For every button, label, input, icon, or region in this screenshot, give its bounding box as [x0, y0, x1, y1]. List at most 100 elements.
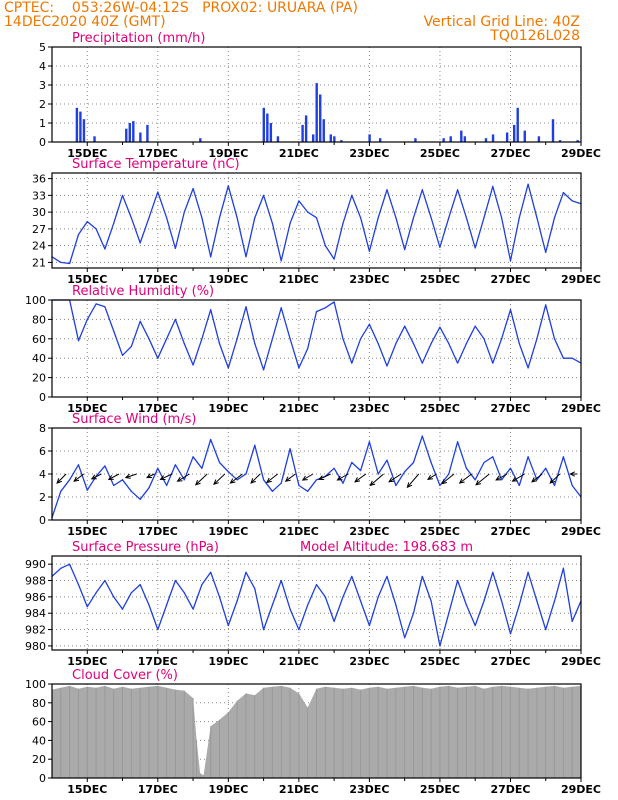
panel2-point-23	[254, 217, 256, 219]
panel5-point-2	[69, 563, 71, 565]
panel2-point-48	[474, 247, 476, 249]
panel2-point-25	[271, 222, 274, 224]
panel6-frame	[51, 683, 582, 779]
panel5-point-47	[465, 604, 467, 606]
panel5-point-50	[492, 571, 494, 573]
panel3-point-55	[536, 338, 538, 340]
header-model-code: TQ0126L028	[490, 28, 580, 44]
panel1-ytick-label-0: 0	[39, 136, 46, 149]
panel4-arrow-24	[475, 473, 490, 486]
panel6-xtick-label-1: 17DEC	[138, 783, 178, 796]
panel2-ytick-label-3: 30	[32, 206, 46, 219]
panel4-arrowhead-1	[73, 476, 80, 482]
panel1-bar-37	[551, 119, 555, 142]
panel4-arrowhead-15	[318, 475, 325, 480]
panel2-title: Surface Temperature (nC)	[72, 157, 240, 172]
panel5-point-24	[263, 628, 265, 631]
panel2-xtick-label-1: 17DEC	[138, 273, 178, 286]
panel2-point-13	[166, 217, 168, 219]
panel4-point-4	[86, 489, 88, 491]
panel3-ytick-label-4: 80	[32, 313, 46, 326]
panel4-point-26	[280, 482, 282, 484]
panel5-point-29	[307, 604, 309, 606]
panel6-xtick-label-4: 23DEC	[349, 783, 389, 796]
panel5-point-28	[298, 628, 300, 631]
panel5-ytick-label-5: 990	[25, 558, 46, 571]
panel2-xtick-label-6: 27DEC	[490, 273, 530, 286]
panel4-arrowhead-12	[265, 477, 272, 484]
panel1-bar-32	[505, 132, 509, 142]
panel4-arrow-8	[195, 473, 208, 486]
panel4-arrowhead-18	[369, 480, 376, 487]
panel4-point-27	[289, 448, 291, 450]
panel5-point-57	[553, 600, 556, 602]
panel5-point-44	[439, 645, 441, 647]
panel4-arrowhead-4	[124, 473, 131, 479]
panel6-xtick-label-7: 29DEC	[561, 783, 601, 796]
panel5-point-22	[245, 571, 247, 573]
panel5-point-25	[271, 604, 274, 606]
panel4-ytick-label-1: 2	[39, 491, 46, 504]
panel3-point-7	[113, 330, 115, 332]
panel1-bar-35	[523, 130, 526, 142]
panel3-point-56	[545, 304, 547, 306]
panel4-arrowhead-24	[475, 480, 482, 486]
panel4-arrowhead-11	[250, 478, 256, 484]
panel2-point-33	[342, 222, 344, 224]
panel4-arrowhead-6	[159, 475, 166, 480]
panel4-point-6	[104, 465, 106, 467]
panel4-ytick-label-0: 0	[39, 514, 46, 527]
panel5-xtick-label-6: 27DEC	[490, 655, 530, 668]
panel3-point-46	[456, 362, 459, 364]
panel1-bar-36	[537, 136, 541, 142]
panel4-point-1	[60, 490, 62, 492]
panel1-xtick-label-0: 15DEC	[67, 147, 107, 160]
panel4-point-38	[386, 459, 388, 461]
panel6-title: Cloud Cover (%)	[72, 668, 178, 683]
panel3-xtick-label-0: 15DEC	[67, 402, 107, 415]
panel1-bar-13	[276, 136, 280, 142]
panel3-xtick-label-4: 23DEC	[349, 402, 389, 415]
panel6-xtick-label-2: 19DEC	[208, 783, 248, 796]
panel2-point-22	[245, 256, 247, 258]
panel4-point-46	[456, 441, 459, 443]
panel5-point-13	[166, 604, 168, 606]
panel4-arrowhead-10	[229, 478, 236, 484]
panel4-arrowhead-2	[90, 474, 97, 480]
panel5-point-27	[289, 608, 291, 610]
panel4-xtick-label-4: 23DEC	[349, 525, 389, 538]
panel4-point-30	[315, 479, 318, 481]
panel4-xtick-label-7: 29DEC	[561, 525, 601, 538]
panel2-point-26	[280, 260, 282, 262]
panel5-point-5	[95, 592, 97, 594]
panel4-arrow-21	[427, 473, 437, 480]
panel2-point-52	[509, 260, 512, 262]
panel3-point-14	[174, 318, 177, 320]
panel4-arrow-23	[459, 473, 472, 484]
panel3-point-25	[271, 338, 274, 340]
panel4-arrowhead-21	[427, 474, 434, 481]
panel1-bar-16	[311, 134, 315, 142]
panel1-bar-8	[146, 124, 149, 142]
panel4-point-18	[210, 438, 212, 441]
panel2-point-49	[483, 217, 485, 219]
panel5-frame	[51, 555, 582, 651]
panel3-ytick-label-2: 40	[32, 352, 46, 365]
panel4-frame	[51, 427, 582, 521]
panel4-xtick-label-6: 27DEC	[490, 525, 530, 538]
panel1-bar-6	[132, 121, 135, 142]
panel3-point-30	[315, 311, 318, 313]
panel1-bar-29	[463, 136, 467, 142]
panel4-point-58	[562, 456, 564, 458]
panel3-ytick-label-1: 20	[32, 372, 46, 385]
panel1-ytick-label-4: 4	[39, 60, 46, 73]
panel2-point-19	[218, 217, 221, 219]
panel3-point-22	[245, 306, 247, 308]
panel3-point-17	[201, 338, 203, 340]
panel4-arrow-18	[369, 473, 384, 486]
panel4-arrowhead-20	[406, 482, 413, 489]
panel5-point-33	[342, 596, 344, 598]
panel5-point-37	[377, 596, 379, 598]
panel4-xtick-label-0: 15DEC	[67, 525, 107, 538]
panel4-point-3	[77, 464, 80, 466]
